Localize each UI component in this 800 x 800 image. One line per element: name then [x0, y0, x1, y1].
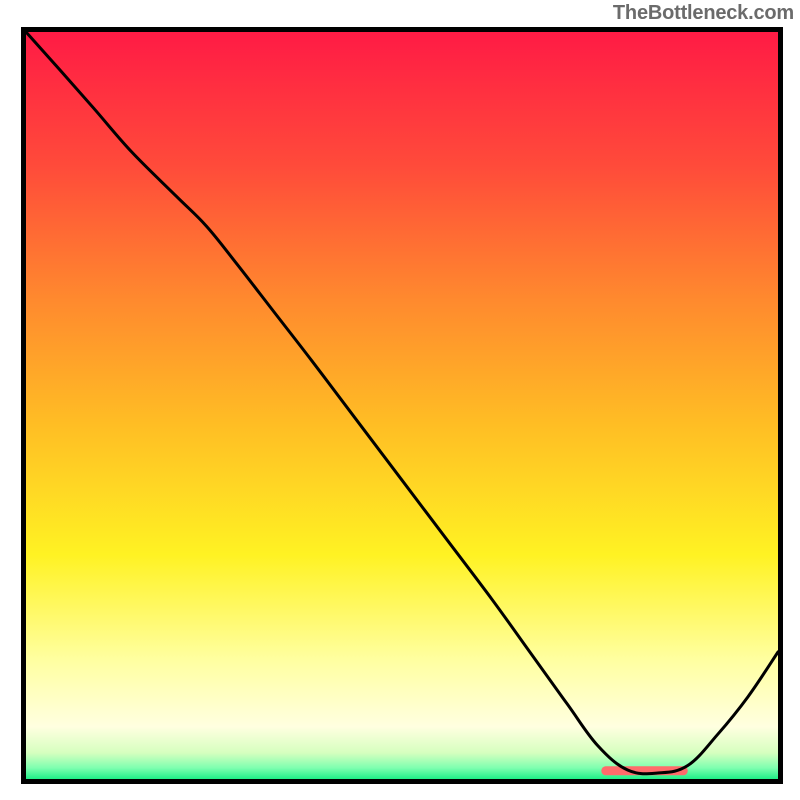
plot-area	[21, 27, 783, 784]
chart-overlay	[26, 32, 778, 779]
bottleneck-chart: TheBottleneck.com	[0, 0, 800, 800]
bottleneck-curve	[26, 32, 778, 774]
attribution-text: TheBottleneck.com	[613, 2, 794, 25]
